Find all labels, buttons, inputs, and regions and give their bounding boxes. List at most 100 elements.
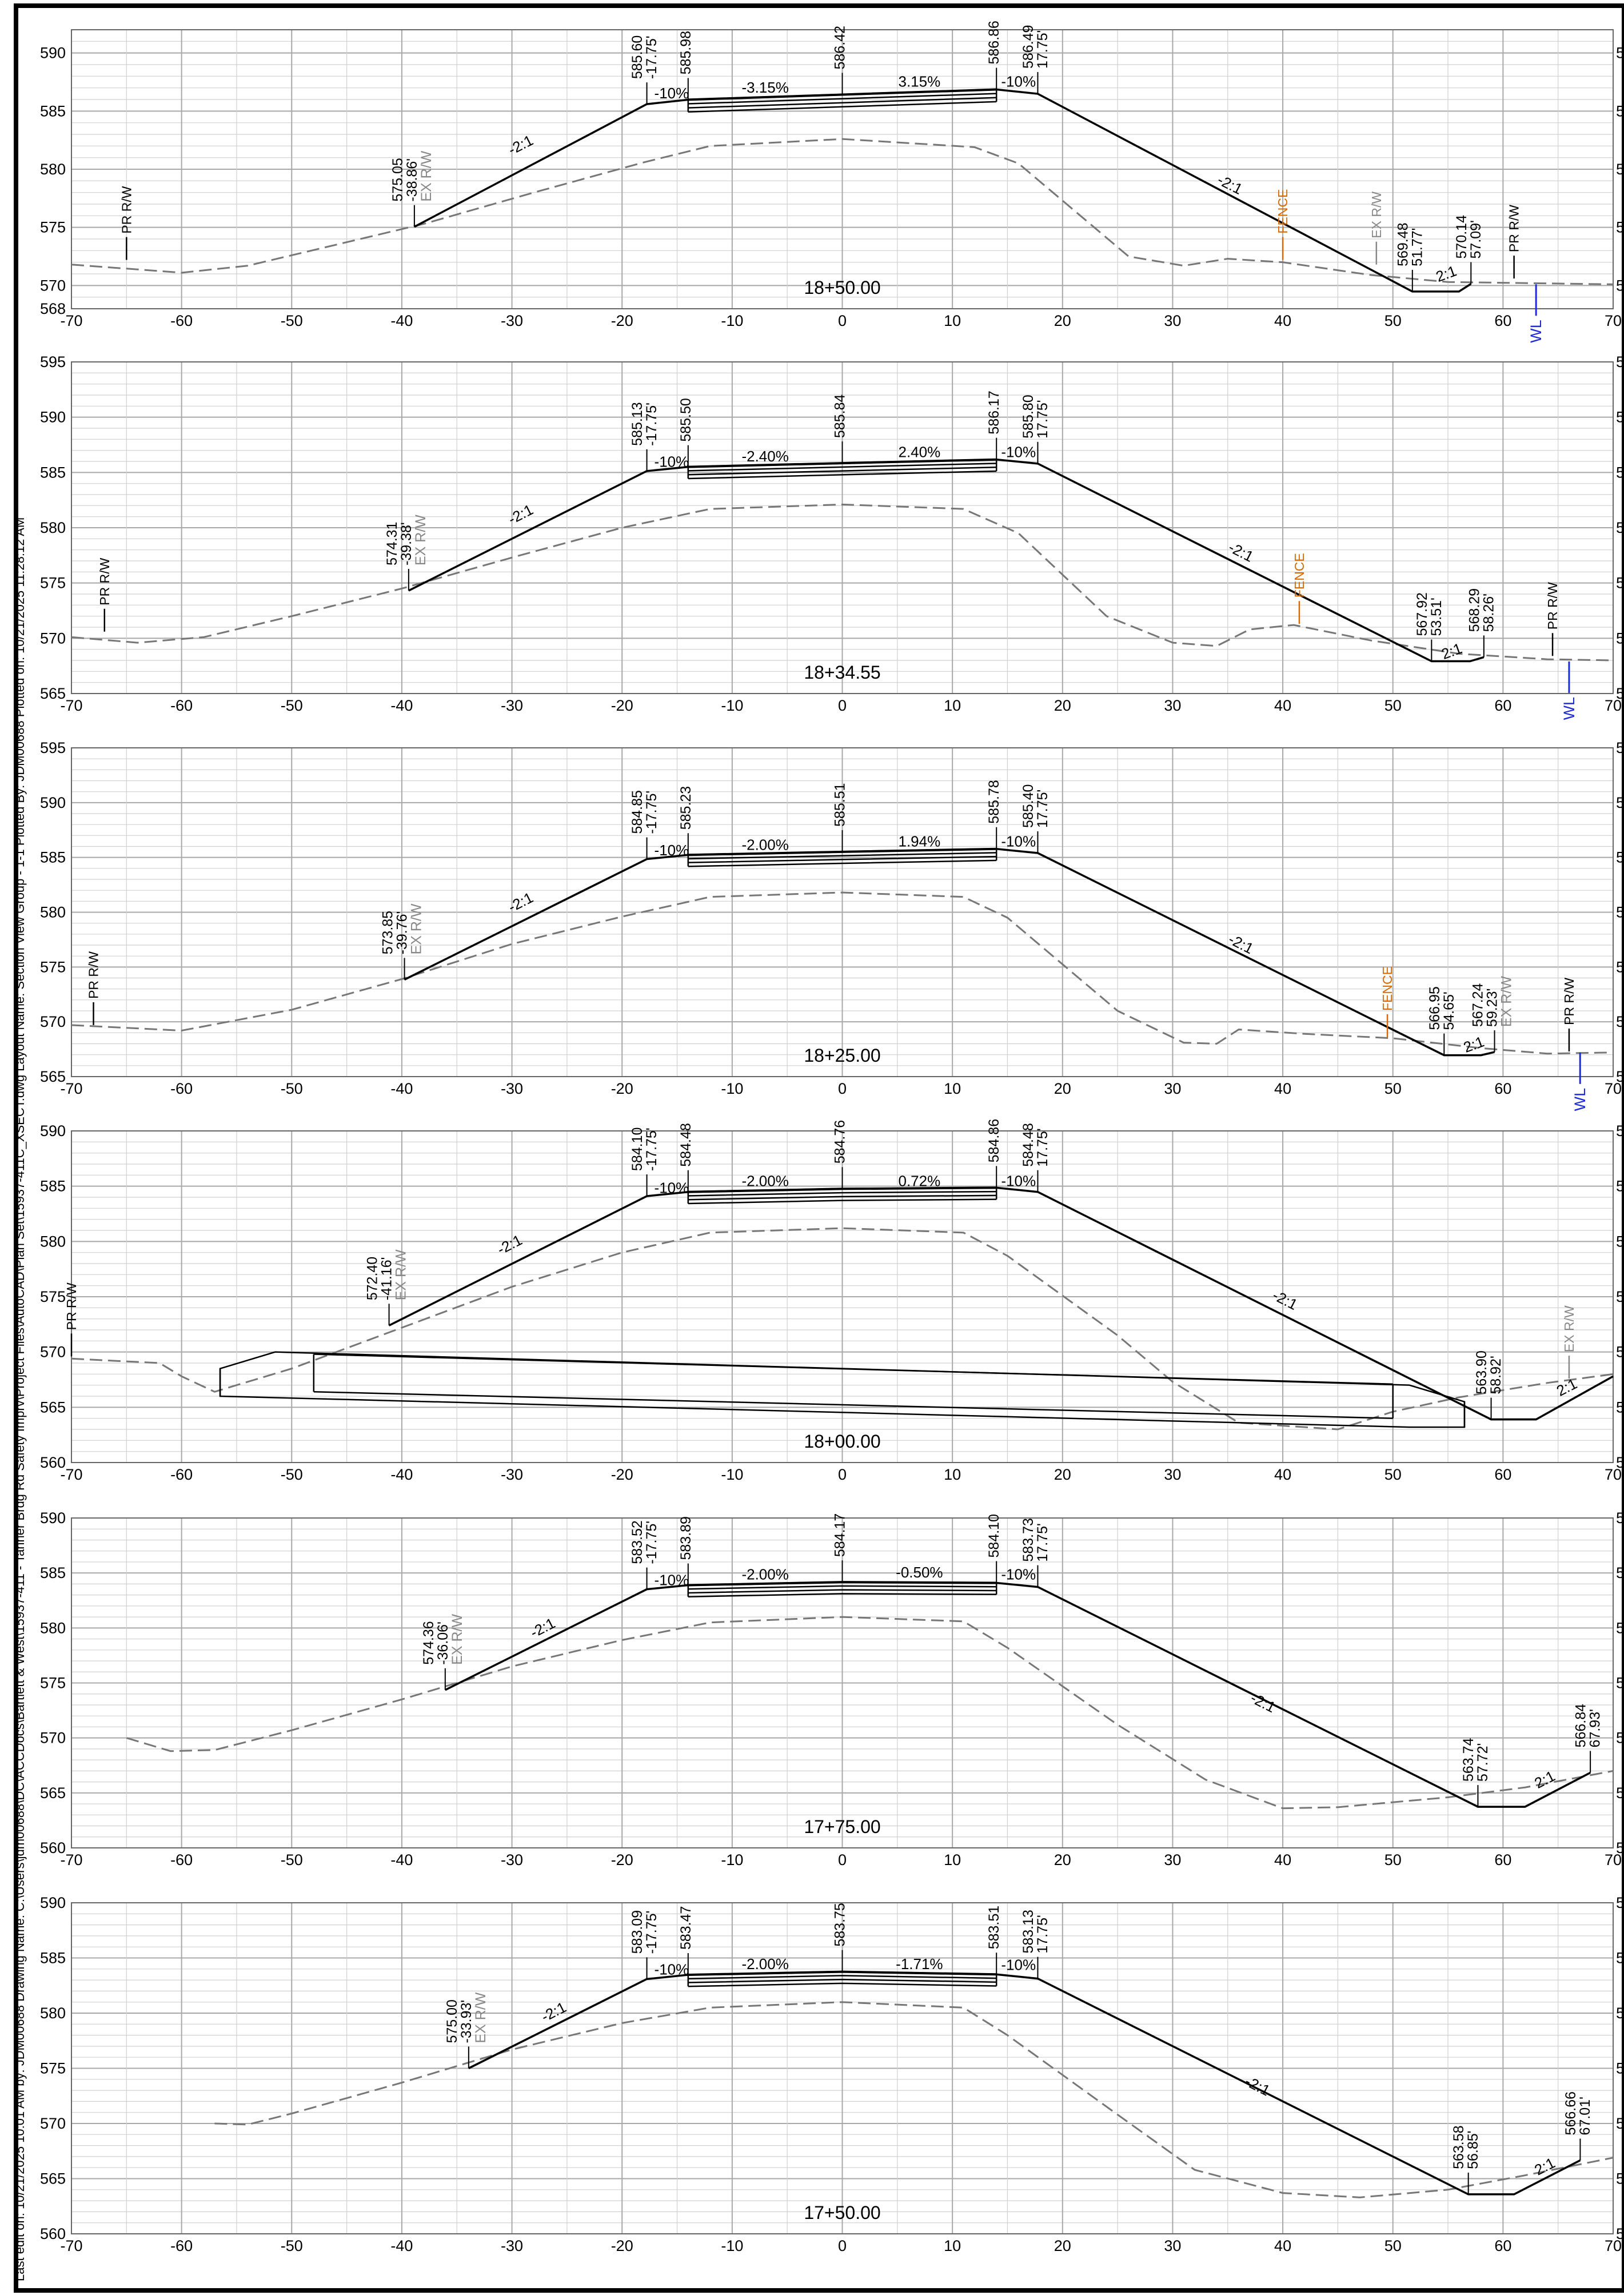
- x-tick-label: -60: [170, 2237, 193, 2254]
- offset-label: 17.75': [1035, 400, 1051, 439]
- elevation-label: 584.10: [986, 1514, 1002, 1557]
- x-tick-label: -60: [170, 1851, 193, 1868]
- x-tick-label: 40: [1274, 1080, 1291, 1097]
- x-tick-label: -30: [501, 1466, 523, 1483]
- elevation-label: 568.29: [1466, 588, 1482, 632]
- elevation-label: 585.84: [832, 395, 848, 439]
- elevation-label: 586.49: [1020, 25, 1036, 69]
- x-tick-label: 70: [1605, 2237, 1622, 2254]
- elevation-callout: 572.40-41.16'EX R/W: [365, 1249, 409, 1326]
- elevation-label: 583.75: [832, 1903, 848, 1946]
- x-tick-label: -20: [611, 1080, 633, 1097]
- cross-section-17-75.00: 560 565 570 575 580 585 590 56 56 57 57 58 58 59 -70 -6…: [40, 1509, 1624, 1868]
- elevation-callout: 586.86: [986, 21, 1002, 90]
- slope-label: 2:1: [1434, 262, 1459, 285]
- y-tick-label: 585: [40, 464, 66, 481]
- x-tick-label: 60: [1494, 312, 1511, 329]
- elevation-callout: 586.42: [832, 26, 848, 95]
- x-tick-label: -10: [721, 1080, 743, 1097]
- offset-label: 58.92': [1488, 1356, 1504, 1394]
- x-tick-label: 70: [1605, 697, 1622, 714]
- existing-ground-line: [214, 2001, 1614, 2198]
- elevation-callout: 575.05-38.86'EX R/W: [390, 150, 434, 227]
- marker-label: PR R/W: [64, 1282, 79, 1330]
- right-of-way-marker: PR R/W: [64, 1282, 79, 1357]
- elevation-callout: 585.50: [678, 398, 694, 467]
- x-tick-label: -30: [501, 1851, 523, 1868]
- marker-label: PR R/W: [1545, 582, 1560, 629]
- x-tick-label: 50: [1384, 697, 1402, 714]
- y-tick-label: 568: [40, 300, 66, 317]
- y-tick-label: 580: [40, 519, 66, 536]
- proposed-grade-line: [468, 1970, 1581, 2196]
- y-tick-label-right: 57: [1616, 958, 1624, 975]
- offset-label: 58.26': [1481, 593, 1497, 632]
- slope-label: -2.00%: [741, 1955, 788, 1973]
- x-tick-label: -30: [501, 312, 523, 329]
- sheet-border: [14, 3, 1624, 2293]
- y-tick-label: 565: [40, 1784, 66, 1802]
- offset-label: -36.06': [435, 1621, 451, 1665]
- slope-label: -10%: [655, 453, 689, 471]
- offset-label: -17.75': [644, 1911, 660, 1954]
- x-tick-label: 60: [1494, 1080, 1511, 1097]
- x-tick-label: 40: [1274, 1466, 1291, 1483]
- offset-label: 56.85': [1465, 2131, 1481, 2169]
- slope-label: 3.15%: [898, 73, 940, 90]
- y-tick-label: 585: [40, 1950, 66, 1967]
- y-tick-label-right: 56: [1616, 1398, 1624, 1416]
- offset-label: 53.51': [1429, 597, 1445, 636]
- x-tick-label: -10: [721, 312, 743, 329]
- y-tick-label: 565: [40, 2170, 66, 2188]
- x-tick-label: 0: [838, 1080, 847, 1097]
- y-tick-label-right: 56: [1616, 1839, 1624, 1856]
- water-level-marker: WL: [1561, 661, 1578, 720]
- y-tick-label-right: 57: [1616, 575, 1624, 592]
- x-tick-label: -20: [611, 312, 633, 329]
- slope-label: -10%: [1001, 833, 1036, 850]
- x-tick-label: 20: [1054, 1851, 1071, 1868]
- fence-marker: FENCE: [1380, 966, 1395, 1037]
- x-tick-label: 20: [1054, 697, 1071, 714]
- pavement-layer-line: [688, 1589, 997, 1594]
- station-label: 17+50.00: [804, 2202, 880, 2223]
- y-tick-label-right: 58: [1616, 1619, 1624, 1636]
- y-tick-label: 590: [40, 1894, 66, 1911]
- offset-label: -33.93': [458, 2000, 474, 2043]
- y-tick-label-right: 58: [1616, 1233, 1624, 1250]
- x-tick-label: 20: [1054, 1466, 1071, 1483]
- station-label: 18+50.00: [804, 277, 880, 298]
- elevation-label: 584.48: [678, 1123, 694, 1166]
- plot-frame: [71, 1517, 1614, 1848]
- elevation-label: 585.13: [629, 402, 645, 445]
- elevation-label: 566.66: [1563, 2091, 1579, 2135]
- x-tick-label: 0: [838, 1466, 847, 1483]
- elevation-callout: 583.09-17.75': [629, 1910, 660, 1979]
- x-tick-label: -70: [60, 1851, 82, 1868]
- elevation-label: 583.89: [678, 1516, 694, 1560]
- y-tick-label: 580: [40, 1619, 66, 1636]
- pavement-layer-line: [688, 1194, 997, 1201]
- y-tick-label-right: 58: [1616, 849, 1624, 866]
- elevation-label: 583.09: [629, 1910, 645, 1954]
- x-tick-label: -30: [501, 2237, 523, 2254]
- elevation-label: 585.98: [678, 31, 694, 74]
- offset-label: 67.93': [1587, 1709, 1603, 1747]
- elevation-label: 583.51: [986, 1906, 1002, 1949]
- marker-label: EX R/W: [1562, 1305, 1577, 1352]
- slope-label: -2:1: [1215, 171, 1246, 198]
- x-tick-label: 60: [1494, 1466, 1511, 1483]
- elevation-callout: 585.84: [832, 395, 848, 464]
- y-tick-label-right: 56: [1616, 2170, 1624, 2188]
- plot-frame: [71, 29, 1614, 309]
- pavement-layer-line: [688, 1975, 997, 1980]
- elevation-callout: 585.60-17.75': [629, 35, 660, 105]
- proposed-grade-line: [445, 1581, 1591, 1808]
- marker-label: PR R/W: [97, 557, 112, 605]
- slope-label: -10%: [655, 842, 689, 859]
- x-tick-label: 30: [1164, 312, 1181, 329]
